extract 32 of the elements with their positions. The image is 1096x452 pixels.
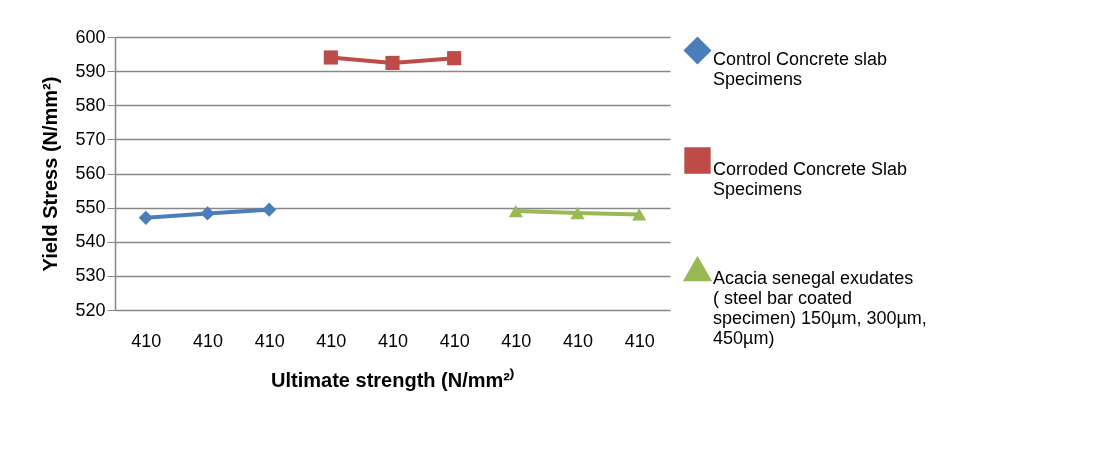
x-axis-title: Ultimate strength (N/mm²⁾ bbox=[271, 367, 515, 391]
y-tick-label: 550 bbox=[75, 197, 106, 218]
point bbox=[385, 55, 400, 71]
y-tick-label: 540 bbox=[75, 231, 106, 252]
x-tick-label: 410 bbox=[562, 330, 594, 351]
x-tick-label: 410 bbox=[624, 330, 655, 351]
x-tick-label: 410 bbox=[377, 330, 409, 351]
x-tick-label: 410 bbox=[501, 330, 532, 351]
y-tick-label: 570 bbox=[75, 128, 106, 149]
point bbox=[323, 50, 338, 65]
y-tick-label: 560 bbox=[75, 163, 106, 183]
legend-label: Acacia senegal exudates ( steel bar coated specimen) 150µm, 300µm, 450µm) bbox=[713, 267, 927, 348]
y-tick-label: 530 bbox=[75, 265, 106, 286]
point bbox=[200, 206, 215, 221]
x-tick-label: 410 bbox=[439, 330, 470, 351]
y-axis-title: Yield Stress (N/mm²) bbox=[39, 76, 62, 272]
y-tick-label: 590 bbox=[75, 60, 106, 81]
x-tick-label: 410 bbox=[131, 330, 162, 351]
point bbox=[262, 202, 277, 217]
y-tick-label: 580 bbox=[75, 94, 106, 115]
legend-label: Corroded Concrete Slab Specimens bbox=[713, 158, 908, 199]
point bbox=[447, 51, 462, 66]
x-tick-label: 410 bbox=[254, 330, 285, 351]
point bbox=[632, 208, 647, 221]
x-tick-label: 410 bbox=[316, 330, 347, 351]
x-tick-label: 410 bbox=[192, 330, 224, 351]
point bbox=[570, 206, 585, 220]
y-tick-label: 520 bbox=[75, 299, 106, 320]
point bbox=[138, 210, 153, 225]
y-tick-label: 600 bbox=[75, 26, 106, 47]
point bbox=[508, 204, 523, 218]
legend-label: Control Concrete slab Specimens bbox=[713, 48, 888, 89]
